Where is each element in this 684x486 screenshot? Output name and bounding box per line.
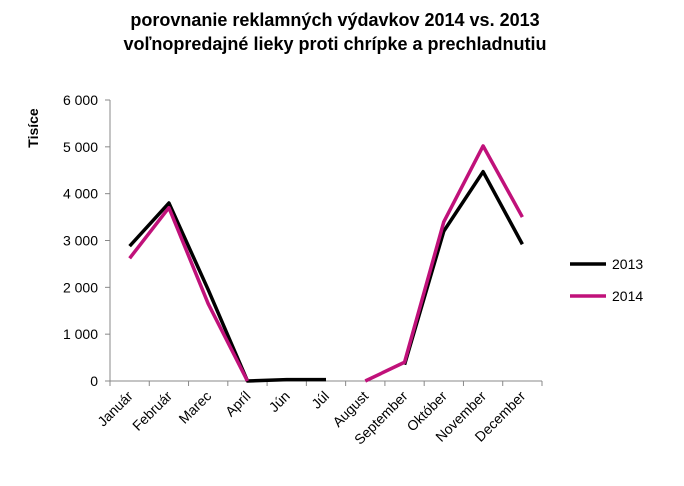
y-axis-label: Tisíce — [25, 108, 41, 148]
y-tick-label: 0 — [90, 373, 98, 389]
chart-title: porovnanie reklamných výdavkov 2014 vs. … — [130, 10, 539, 30]
x-tick-label: Marec — [175, 388, 214, 427]
y-tick-label: 3 000 — [63, 233, 98, 249]
y-tick-label: 6 000 — [63, 92, 98, 108]
x-tick-label: Apríl — [222, 388, 254, 420]
y-tick-label: 4 000 — [63, 186, 98, 202]
series-line — [128, 144, 524, 383]
y-tick-label: 1 000 — [63, 326, 98, 342]
legend-label: 2013 — [612, 256, 643, 272]
y-tick-label: 2 000 — [63, 279, 98, 295]
series-line — [128, 169, 524, 383]
chart-subtitle: voľnopredajné lieky proti chrípke a prec… — [123, 34, 546, 54]
x-tick-label: Jún — [266, 388, 293, 415]
y-tick-label: 5 000 — [63, 139, 98, 155]
legend-label: 2014 — [612, 288, 643, 304]
x-tick-label: Júl — [308, 388, 332, 412]
x-tick-label: Február — [129, 388, 175, 434]
